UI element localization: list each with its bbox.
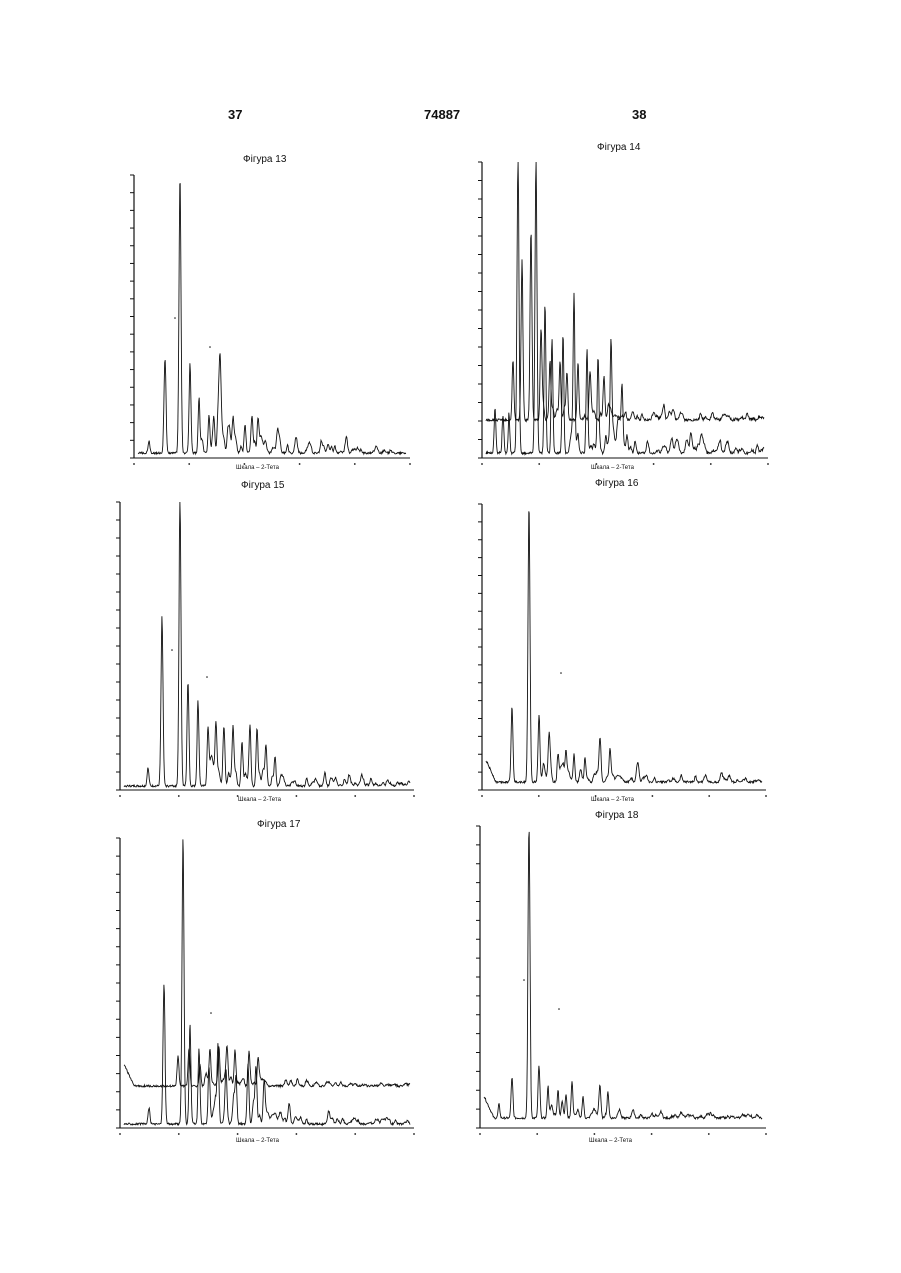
figure-14-x-tick (538, 463, 540, 465)
figure-14-x-tick (481, 463, 483, 465)
figure-16-x-tick (595, 795, 597, 797)
figure-17-trace-upper (124, 1046, 410, 1087)
figure-13-x-tick (244, 463, 246, 465)
figure-14-x-tick (767, 463, 769, 465)
figure-13-x-tick (299, 463, 301, 465)
scan-speck (558, 1008, 560, 1010)
figure-14-x-tick (710, 463, 712, 465)
figure-16-trace (486, 511, 762, 783)
figure-16-x-tick (538, 795, 540, 797)
figure-13-x-tick (409, 463, 411, 465)
figure-18-x-tick (479, 1133, 481, 1135)
scan-speck (210, 1012, 212, 1014)
scan-speck (523, 979, 525, 981)
figure-15-x-tick (119, 795, 121, 797)
figure-16-x-tick (652, 795, 654, 797)
figure-14-trace-upper (486, 235, 764, 421)
scan-speck (171, 649, 173, 651)
figure-16-x-tick (481, 795, 483, 797)
figure-16-x-tick (708, 795, 710, 797)
figure-15-x-tick (296, 795, 298, 797)
figure-18-x-tick (765, 1133, 767, 1135)
scan-speck (209, 346, 211, 348)
figure-15-x-tick (237, 795, 239, 797)
figure-14-trace-lower (486, 162, 764, 454)
figure-17-trace-lower (124, 839, 410, 1125)
figure-17-x-tick (413, 1133, 415, 1135)
figure-18-trace (484, 832, 762, 1119)
figure-18-x-tick (708, 1133, 710, 1135)
figure-14-x-tick (596, 463, 598, 465)
figure-15-x-tick (354, 795, 356, 797)
figure-13-x-tick (188, 463, 190, 465)
figure-15-x-tick (413, 795, 415, 797)
figure-18-x-tick (651, 1133, 653, 1135)
figure-18-x-tick (536, 1133, 538, 1135)
figure-17-x-tick (354, 1133, 356, 1135)
figure-17-x-tick (178, 1133, 180, 1135)
figure-15-x-tick (178, 795, 180, 797)
figure-15-trace (124, 502, 410, 787)
figure-14-x-tick (653, 463, 655, 465)
figure-16-x-tick (765, 795, 767, 797)
figure-17-x-tick (119, 1133, 121, 1135)
figure-13-trace (138, 183, 406, 454)
figure-17-x-tick (296, 1133, 298, 1135)
figure-13-x-tick (133, 463, 135, 465)
scan-speck (174, 317, 176, 319)
figure-17-x-tick (237, 1133, 239, 1135)
figure-13-x-tick (354, 463, 356, 465)
scan-speck (206, 676, 208, 678)
figure-18-x-tick (594, 1133, 596, 1135)
scan-speck (560, 672, 562, 674)
